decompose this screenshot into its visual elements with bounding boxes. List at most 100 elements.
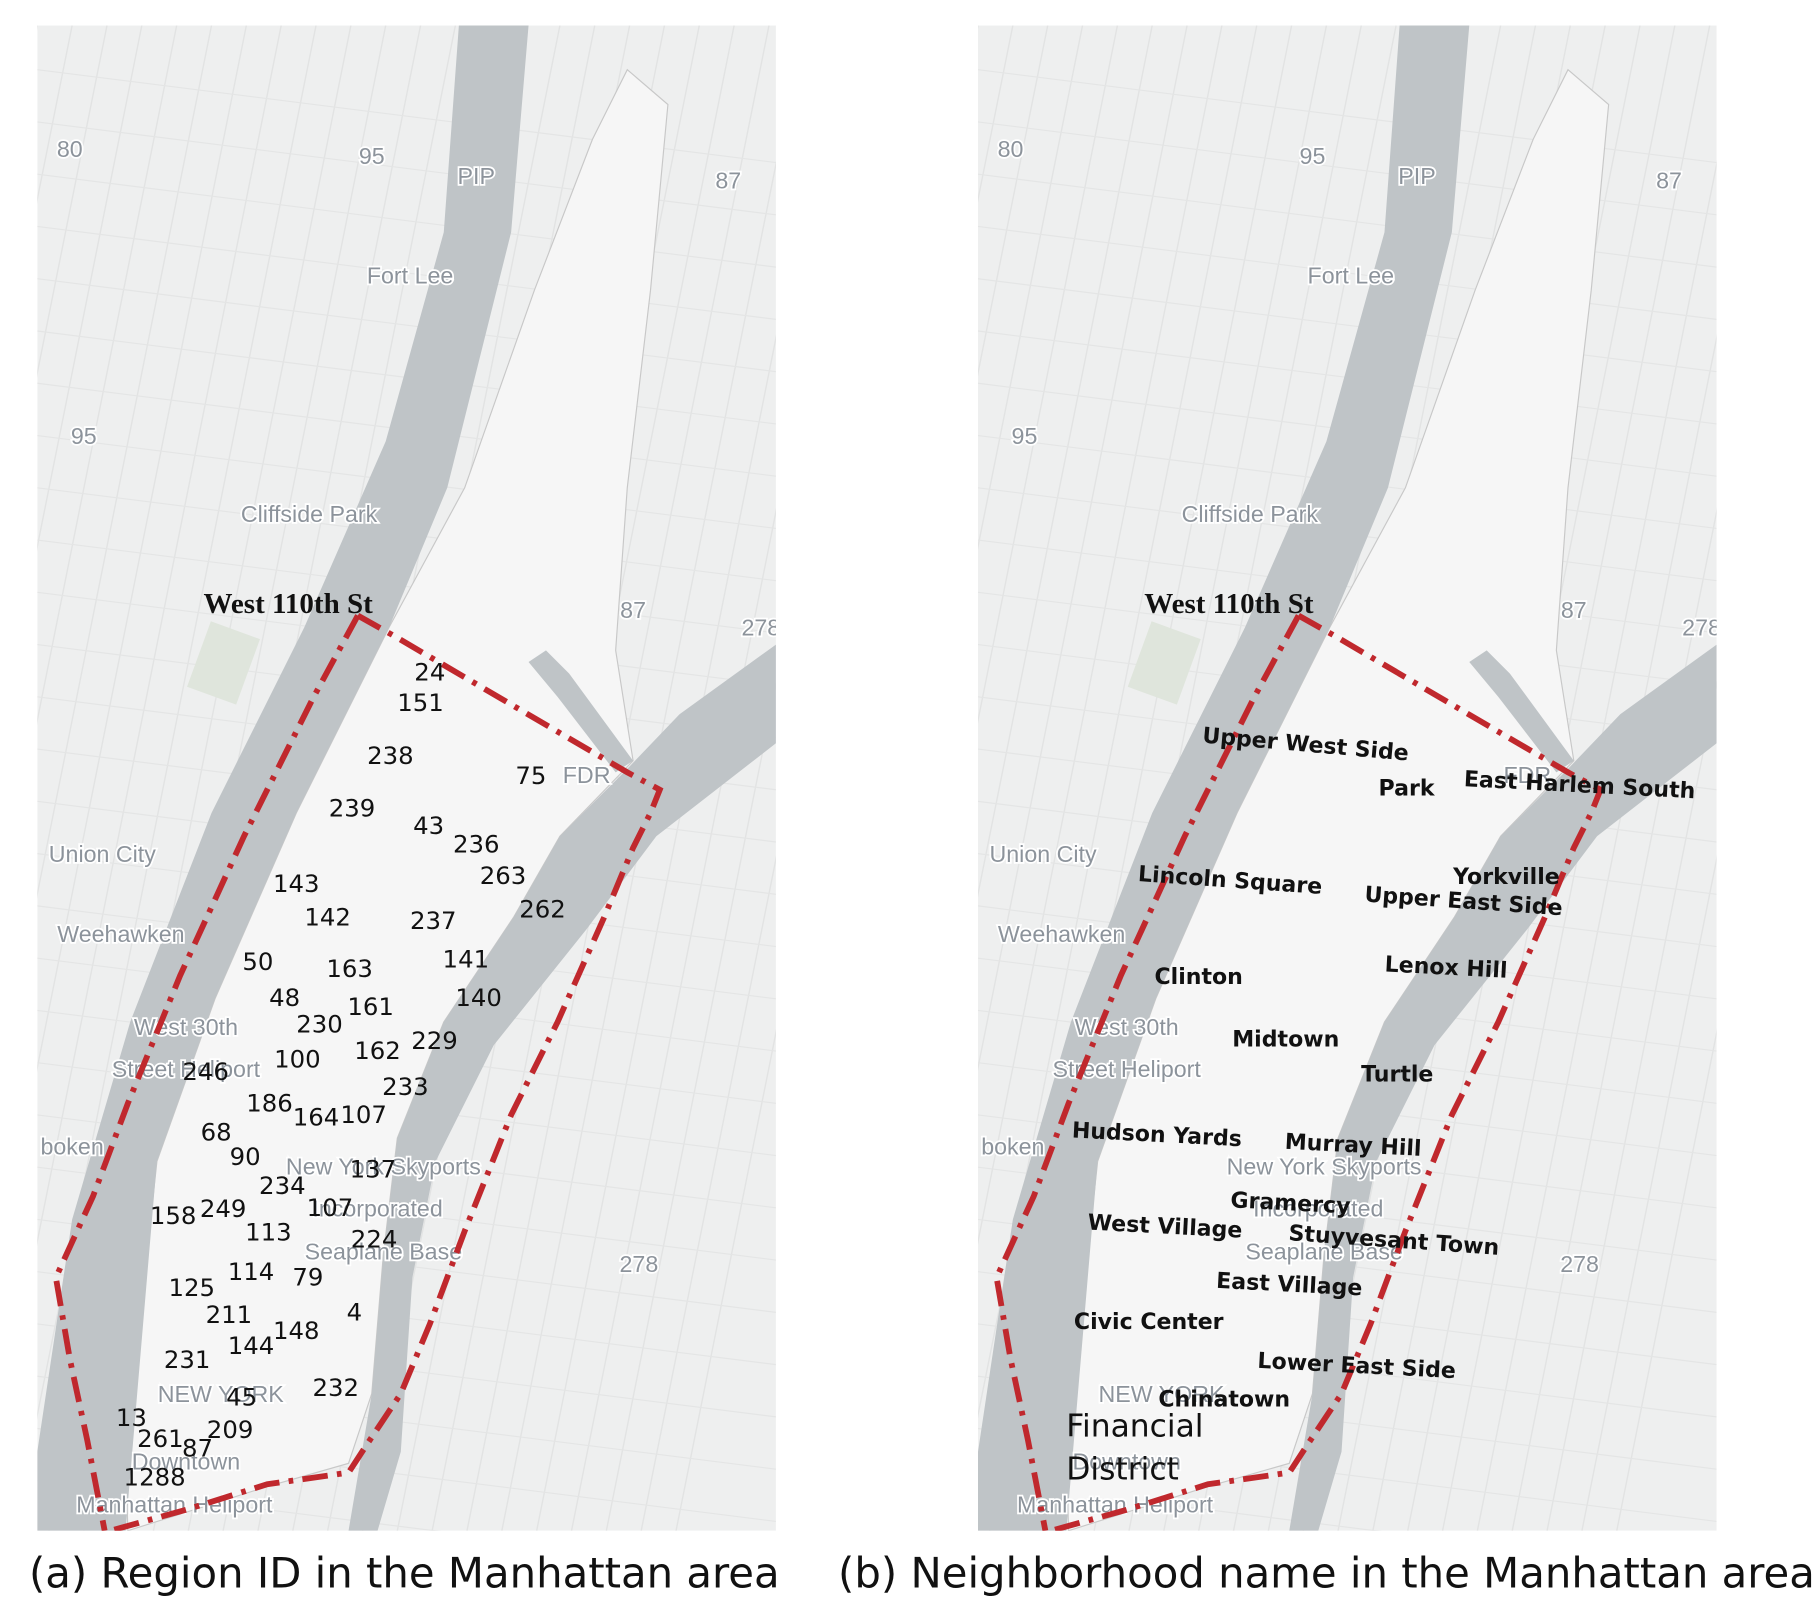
region-id: 263: [480, 861, 527, 890]
study-boundary: [109, 613, 664, 1531]
region-id: 113: [245, 1217, 292, 1246]
road: [37, 25, 213, 898]
basemap-label: Seaplane Base: [305, 1238, 462, 1264]
basemap-label: Weehawken: [998, 921, 1125, 947]
road: [978, 25, 1119, 724]
region-id: 249: [200, 1194, 247, 1223]
region-id: 43: [413, 811, 444, 840]
region-id: 79: [292, 1263, 323, 1292]
basemap-label: New York Skyports: [1227, 1153, 1422, 1179]
region-id: 24: [414, 658, 445, 687]
road: [640, 855, 776, 1531]
basemap-label: Cliffside Park: [1182, 501, 1319, 527]
basemap-label: 87: [715, 167, 741, 193]
neighborhood-name: Gramercy: [1230, 1188, 1351, 1219]
region-id: 239: [329, 793, 376, 822]
road: [37, 25, 178, 724]
road: [37, 225, 776, 320]
basemap-label: Fort Lee: [1308, 263, 1394, 289]
caption: (a) Region ID in the Manhattan area: [29, 1548, 780, 1597]
road: [37, 25, 108, 377]
basemap-label: Weehawken: [57, 921, 184, 947]
region-id: 75: [515, 761, 546, 790]
region-id: 236: [453, 829, 500, 858]
road: [978, 25, 1153, 898]
region-id: 230: [296, 1010, 343, 1039]
region-id: 125: [168, 1273, 215, 1302]
region-id: 100: [274, 1044, 321, 1073]
harlem-river: [528, 650, 634, 773]
basemap-label: New York Skyports: [286, 1153, 481, 1179]
road: [37, 278, 776, 373]
road: [978, 225, 1717, 320]
region-id: 4: [347, 1298, 363, 1327]
map: 80 95 PIP 87 Fort Lee 95 Cliffside Park 87 278 Un…: [37, 25, 776, 1531]
region-id: 224: [351, 1224, 398, 1253]
basemap-label: Incorporated: [1253, 1195, 1383, 1221]
road: [978, 25, 1049, 377]
region-id: 48: [269, 983, 300, 1012]
basemap-label: Incorporated: [312, 1195, 442, 1221]
region-id: 231: [164, 1345, 211, 1374]
basemap-label: West 30th: [134, 1014, 238, 1040]
region-id: 141: [443, 944, 490, 973]
map-panel: 80 95 PIP 87 Fort Lee 95 Cliffside Park 87 278 Un…: [978, 25, 1721, 1531]
neighborhood-name: Civic Center: [1074, 1310, 1224, 1335]
region-id: 211: [206, 1300, 253, 1329]
region-id: 87: [182, 1433, 213, 1462]
park: [1127, 621, 1201, 705]
region-id: 262: [519, 895, 566, 924]
region-id: 45: [226, 1382, 257, 1411]
neighborhood-name: District: [1066, 1451, 1179, 1487]
study-boundary: [1050, 613, 1605, 1531]
basemap-label: Downtown: [132, 1448, 240, 1474]
study-boundary: [52, 614, 361, 1531]
basemap-label: 80: [998, 136, 1024, 162]
region-id: 234: [259, 1171, 306, 1200]
road: [37, 539, 776, 634]
basemap-label: 278: [1682, 615, 1721, 641]
basemap-label: 95: [71, 423, 97, 449]
neighborhood-name: Turtle: [1361, 1062, 1433, 1087]
basemap-label: Street Heliport: [112, 1056, 261, 1082]
basemap-label: Manhattan Heliport: [76, 1491, 273, 1517]
neighborhood-name: Clinton: [1154, 965, 1242, 990]
basemap-label: 87: [620, 597, 646, 623]
basemap-label: NEW YORK: [1098, 1381, 1225, 1407]
basemap-label: NEW YORK: [158, 1381, 285, 1407]
neighborhood-name: Park: [1379, 777, 1436, 802]
basemap-label: Downtown: [1072, 1448, 1180, 1474]
basemap-label: 95: [1012, 423, 1038, 449]
region-id: 137: [350, 1155, 397, 1184]
map: 80 95 PIP 87 Fort Lee 95 Cliffside Park 87 278 Un…: [978, 25, 1721, 1531]
region-id: 163: [326, 954, 373, 983]
region-id: 107: [340, 1100, 387, 1129]
region-id: 186: [246, 1088, 293, 1117]
road: [37, 25, 143, 551]
region-id: 143: [273, 869, 320, 898]
road: [1581, 855, 1717, 1531]
region-id: 114: [228, 1257, 275, 1286]
region-id: 232: [312, 1373, 359, 1402]
neighborhood-name: Financial: [1066, 1408, 1203, 1444]
boundary-label: West 110th St: [204, 588, 374, 620]
basemap-label: Union City: [49, 841, 156, 867]
region-id: 151: [397, 688, 444, 717]
region-id: 237: [410, 906, 457, 935]
region-id: 161: [347, 992, 394, 1021]
road: [605, 681, 776, 1531]
region-id: 107: [307, 1193, 354, 1222]
harlem-river: [1469, 650, 1574, 773]
region-id: 233: [382, 1072, 429, 1101]
basemap-label: Fort Lee: [367, 263, 453, 289]
basemap-label: 87: [1656, 167, 1682, 193]
region-id: 164: [293, 1102, 340, 1131]
road: [978, 25, 1084, 551]
basemap-label: Seaplane Base: [1245, 1238, 1403, 1264]
basemap-label: FDR: [563, 762, 611, 788]
basemap-label: 278: [620, 1251, 659, 1277]
region-id: 13: [116, 1403, 147, 1432]
road: [978, 25, 1223, 1245]
